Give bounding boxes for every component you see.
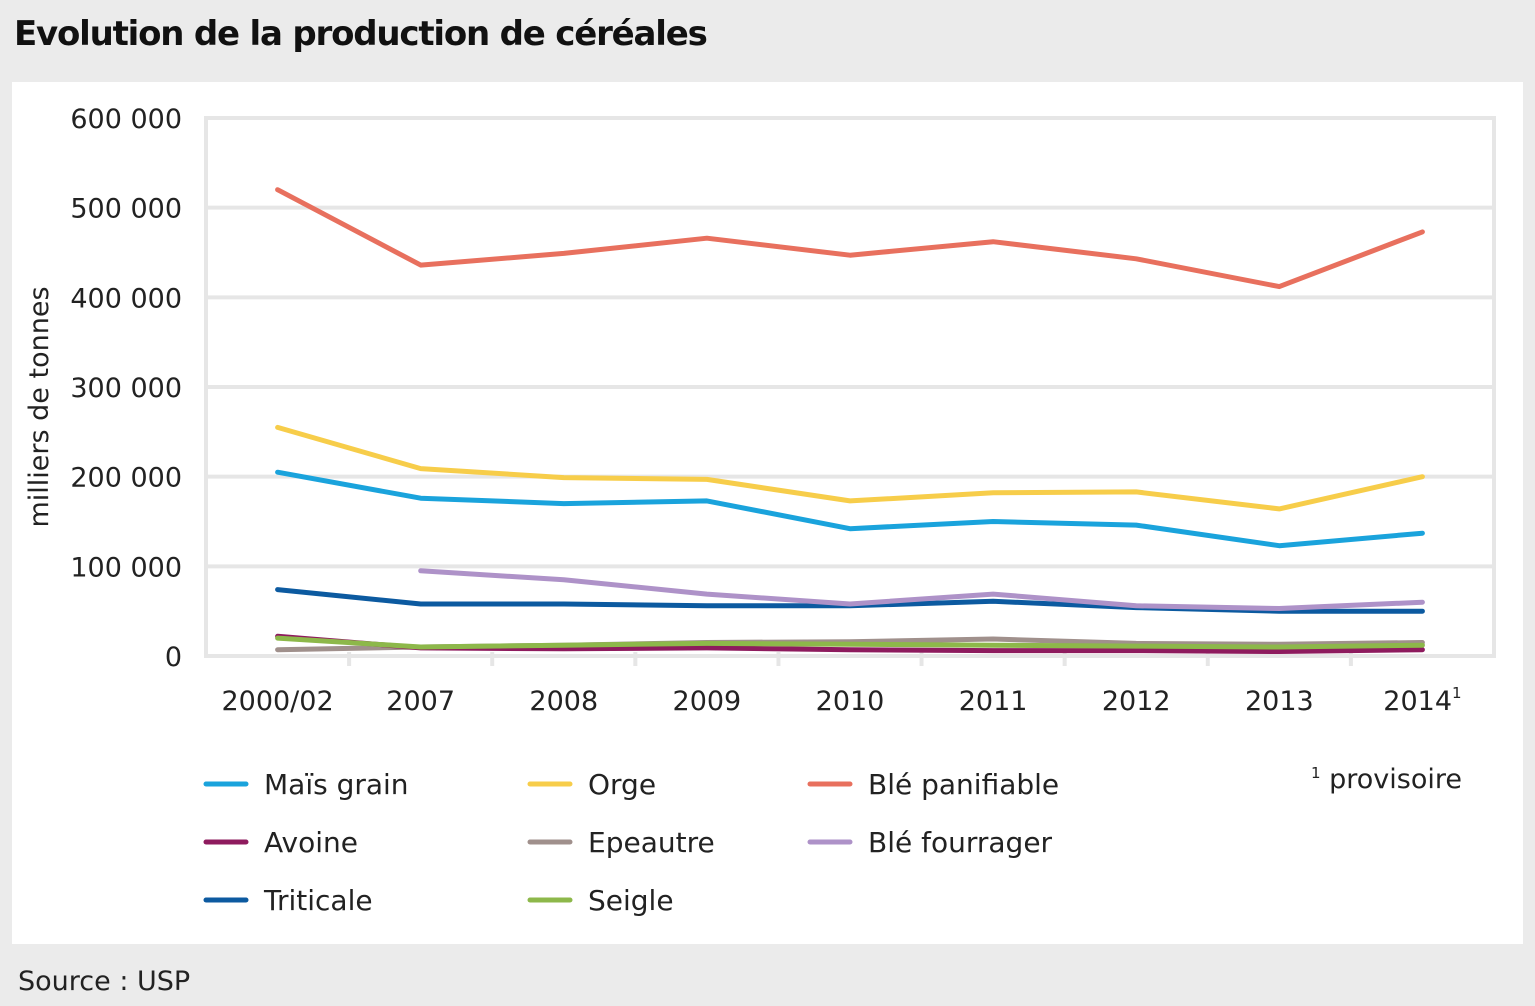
- y-tick-label: 500 000: [70, 194, 182, 225]
- y-tick-label: 400 000: [70, 283, 182, 314]
- x-tick-label: 2011: [959, 686, 1028, 717]
- series-line-mais-grain: [275, 469, 1425, 549]
- chart-title: Evolution de la production de céréales: [14, 14, 708, 54]
- series-line-orge: [275, 424, 1425, 512]
- series-line-ble-fourrager: [418, 568, 1425, 611]
- legend-item-epeautre: Epeautre: [527, 826, 715, 859]
- legend-item-triticale: Triticale: [203, 884, 373, 917]
- footnote-text: provisoire: [1321, 764, 1462, 795]
- source-note: Source : USP: [18, 966, 191, 997]
- legend-label: Blé panifiable: [868, 768, 1059, 801]
- x-tick-label: 2007: [386, 686, 455, 717]
- legend-label: Avoine: [264, 826, 358, 859]
- legend-item-ble-fourrager: Blé fourrager: [807, 826, 1053, 859]
- footnote-marker: 1: [1311, 764, 1321, 782]
- y-axis-label: milliers de tonnes: [24, 286, 55, 527]
- chart-panel: 0 100 000 200 000 300 000 400 000 500 000 600 …: [12, 82, 1523, 944]
- line-chart: 0 100 000 200 000 300 000 400 000 500 000 600 …: [24, 104, 1496, 917]
- x-tick-label: 2008: [529, 686, 598, 717]
- x-tick-label: 2010: [816, 686, 885, 717]
- x-tick-superscript: 1: [1452, 684, 1462, 702]
- legend-item-orge: Orge: [527, 768, 656, 801]
- legend-item-seigle: Seigle: [527, 884, 674, 917]
- legend-label: Maïs grain: [264, 768, 409, 801]
- legend-item-ble-panifiable: Blé panifiable: [807, 768, 1059, 801]
- x-tick-label: 2009: [673, 686, 742, 717]
- y-tick-label: 200 000: [70, 463, 182, 494]
- y-tick-label: 0: [165, 642, 182, 673]
- x-tick-label: 2012: [1102, 686, 1171, 717]
- x-tick-label: 2013: [1245, 686, 1314, 717]
- legend-label: Epeautre: [588, 826, 715, 859]
- x-tick-label: 20141: [1383, 684, 1461, 717]
- legend-label: Seigle: [588, 884, 674, 917]
- legend-item-mais-grain: Maïs grain: [203, 768, 409, 801]
- x-tick-label: 2000/02: [221, 686, 333, 717]
- y-tick-label: 300 000: [70, 373, 182, 404]
- y-tick-label: 100 000: [70, 552, 182, 583]
- y-tick-label: 600 000: [70, 104, 182, 135]
- legend-label: Triticale: [263, 884, 373, 917]
- legend-item-avoine: Avoine: [203, 826, 358, 859]
- series-line-ble-panifiable: [275, 187, 1425, 290]
- footnote: 1 provisoire: [1311, 764, 1462, 795]
- legend-label: Orge: [588, 768, 656, 801]
- legend-label: Blé fourrager: [868, 826, 1053, 859]
